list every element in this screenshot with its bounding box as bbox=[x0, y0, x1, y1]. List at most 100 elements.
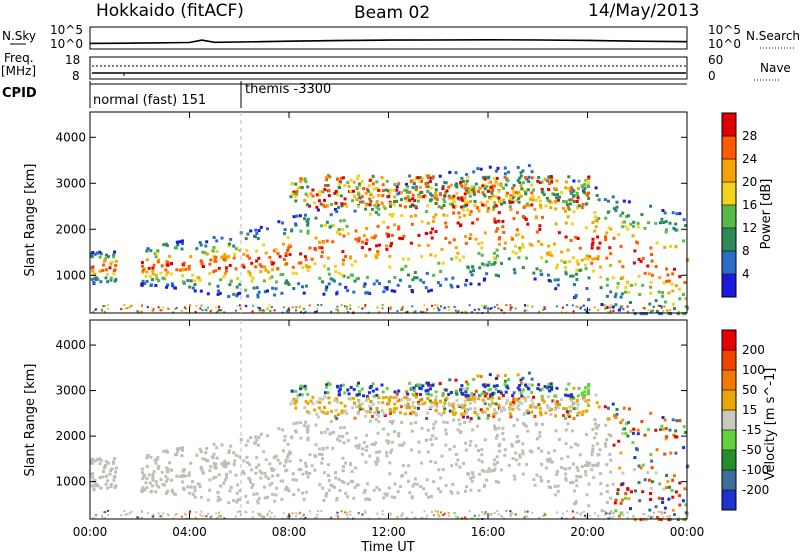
velocity-point bbox=[429, 438, 433, 441]
velocity-point bbox=[638, 499, 642, 503]
velocity-point bbox=[627, 407, 631, 411]
nave-tick-bottom: 0 bbox=[708, 69, 716, 83]
velocity-point-upper bbox=[472, 397, 476, 401]
velocity-colorbar-tick-label: -15 bbox=[742, 423, 762, 437]
power-point bbox=[376, 224, 380, 228]
power-point bbox=[249, 229, 253, 233]
power-point-upper bbox=[388, 191, 392, 195]
velocity-point bbox=[590, 453, 594, 457]
velocity-point bbox=[565, 410, 569, 414]
power-point-upper bbox=[406, 195, 410, 199]
power-point bbox=[280, 291, 284, 295]
power-point bbox=[165, 285, 169, 289]
power-point bbox=[465, 173, 469, 177]
power-point-near bbox=[220, 309, 223, 312]
velocity-point-upper bbox=[357, 405, 361, 409]
power-point bbox=[636, 221, 640, 225]
velocity-point bbox=[186, 485, 190, 489]
velocity-point bbox=[259, 476, 263, 480]
power-point bbox=[223, 272, 227, 276]
velocity-point bbox=[372, 443, 376, 446]
power-point-upper bbox=[339, 194, 343, 198]
power-point bbox=[153, 252, 157, 255]
velocity-point bbox=[149, 455, 153, 459]
power-point-upper bbox=[491, 184, 495, 188]
power-point bbox=[598, 241, 602, 245]
velocity-point bbox=[591, 448, 595, 451]
velocity-point bbox=[459, 430, 463, 434]
power-point bbox=[222, 258, 226, 262]
velocity-point bbox=[268, 462, 272, 466]
velocity-point bbox=[434, 420, 438, 424]
power-point bbox=[525, 177, 529, 181]
power-point-upper bbox=[499, 184, 503, 188]
power-point bbox=[90, 254, 94, 258]
velocity-point bbox=[662, 427, 666, 431]
power-point-upper bbox=[349, 189, 352, 193]
power-point bbox=[564, 270, 568, 274]
velocity-point-near bbox=[235, 515, 237, 518]
power-point bbox=[98, 255, 102, 259]
power-point-near bbox=[621, 305, 624, 308]
velocity-point-near bbox=[493, 512, 496, 515]
velocity-point-upper bbox=[425, 392, 429, 396]
power-point bbox=[368, 292, 372, 295]
velocity-point-upper bbox=[433, 401, 437, 405]
power-point-near bbox=[100, 308, 103, 311]
power-point bbox=[145, 270, 149, 274]
velocity-point-upper bbox=[577, 386, 581, 390]
power-point-upper bbox=[583, 182, 587, 186]
velocity-point bbox=[165, 469, 169, 473]
power-point bbox=[448, 202, 452, 206]
power-point bbox=[303, 217, 307, 221]
velocity-point bbox=[611, 402, 615, 406]
velocity-point bbox=[671, 418, 675, 422]
power-point bbox=[405, 189, 409, 193]
power-point bbox=[372, 236, 376, 240]
velocity-point bbox=[242, 459, 246, 463]
velocity-point-near bbox=[159, 515, 162, 518]
power-point bbox=[374, 253, 378, 257]
power-point bbox=[304, 213, 307, 217]
velocity-point-upper bbox=[368, 410, 372, 414]
velocity-point-upper bbox=[508, 412, 512, 416]
velocity-point-upper bbox=[451, 403, 455, 407]
velocity-point-upper bbox=[489, 387, 492, 391]
power-point-upper bbox=[460, 196, 464, 200]
power-point bbox=[368, 247, 372, 251]
velocity-point bbox=[613, 414, 616, 418]
velocity-point bbox=[246, 500, 250, 504]
power-point bbox=[297, 261, 301, 265]
power-point bbox=[444, 277, 448, 281]
power-point-upper bbox=[555, 179, 559, 183]
velocity-point bbox=[401, 474, 404, 477]
power-point bbox=[375, 256, 378, 260]
velocity-colorbar-tick-label: 15 bbox=[742, 403, 757, 417]
power-point bbox=[464, 241, 468, 245]
velocity-point-upper bbox=[434, 398, 438, 402]
power-point-upper bbox=[473, 188, 477, 192]
power-point-upper bbox=[449, 183, 453, 187]
velocity-point bbox=[236, 498, 240, 502]
velocity-point bbox=[461, 387, 465, 391]
power-point bbox=[471, 221, 475, 225]
velocity-point-upper bbox=[311, 401, 315, 405]
power-point-upper bbox=[584, 178, 587, 182]
velocity-point-near bbox=[220, 515, 223, 518]
velocity-point-upper bbox=[587, 398, 591, 402]
velocity-point-upper bbox=[444, 388, 448, 392]
power-point bbox=[521, 245, 525, 249]
power-point bbox=[175, 240, 179, 244]
power-point-near bbox=[335, 308, 338, 311]
power-point-upper bbox=[481, 191, 485, 195]
power-point-near bbox=[235, 309, 237, 312]
power-point bbox=[419, 278, 423, 282]
velocity-point bbox=[621, 432, 625, 436]
power-point bbox=[540, 256, 544, 260]
power-point bbox=[593, 229, 597, 233]
velocity-point-upper bbox=[414, 395, 418, 399]
velocity-point-near bbox=[477, 514, 480, 517]
power-point-upper bbox=[564, 186, 568, 190]
power-point bbox=[264, 268, 268, 272]
power-point bbox=[564, 266, 568, 269]
